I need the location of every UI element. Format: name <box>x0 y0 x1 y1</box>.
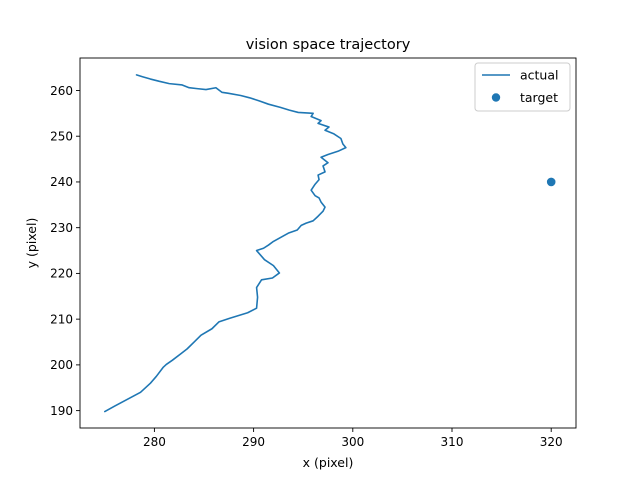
x-tick-label-300: 300 <box>341 435 364 449</box>
plot-area <box>80 58 576 428</box>
x-axis-label: x (pixel) <box>303 455 354 470</box>
axes-frame <box>79 57 577 429</box>
x-tick-label-310: 310 <box>441 435 464 449</box>
y-axis-label: y (pixel) <box>24 218 39 269</box>
legend: actual target <box>474 62 571 112</box>
series-layer <box>104 74 556 413</box>
y-tick-label-190: 190 <box>50 404 73 418</box>
legend-actual-label: actual <box>520 68 559 83</box>
y-tick-label-200: 200 <box>50 358 73 372</box>
y-tick-label-240: 240 <box>50 175 73 189</box>
x-tick-label-320: 320 <box>540 435 563 449</box>
series-target-point-0 <box>546 177 556 187</box>
y-tick-label-230: 230 <box>50 221 73 235</box>
x-ticks: 280 290 300 310 320 <box>143 428 563 449</box>
legend-target-label: target <box>520 90 558 105</box>
legend-target-marker <box>491 93 501 102</box>
series-actual-line <box>104 74 347 413</box>
y-tick-label-250: 250 <box>50 130 73 144</box>
y-tick-label-220: 220 <box>50 267 73 281</box>
y-tick-label-260: 260 <box>50 84 73 98</box>
chart-title: vision space trajectory <box>246 37 411 53</box>
x-tick-label-290: 290 <box>242 435 265 449</box>
x-tick-label-280: 280 <box>143 435 166 449</box>
y-ticks: 190 200 210 220 230 240 250 260 <box>50 84 80 418</box>
y-tick-label-210: 210 <box>50 312 73 326</box>
